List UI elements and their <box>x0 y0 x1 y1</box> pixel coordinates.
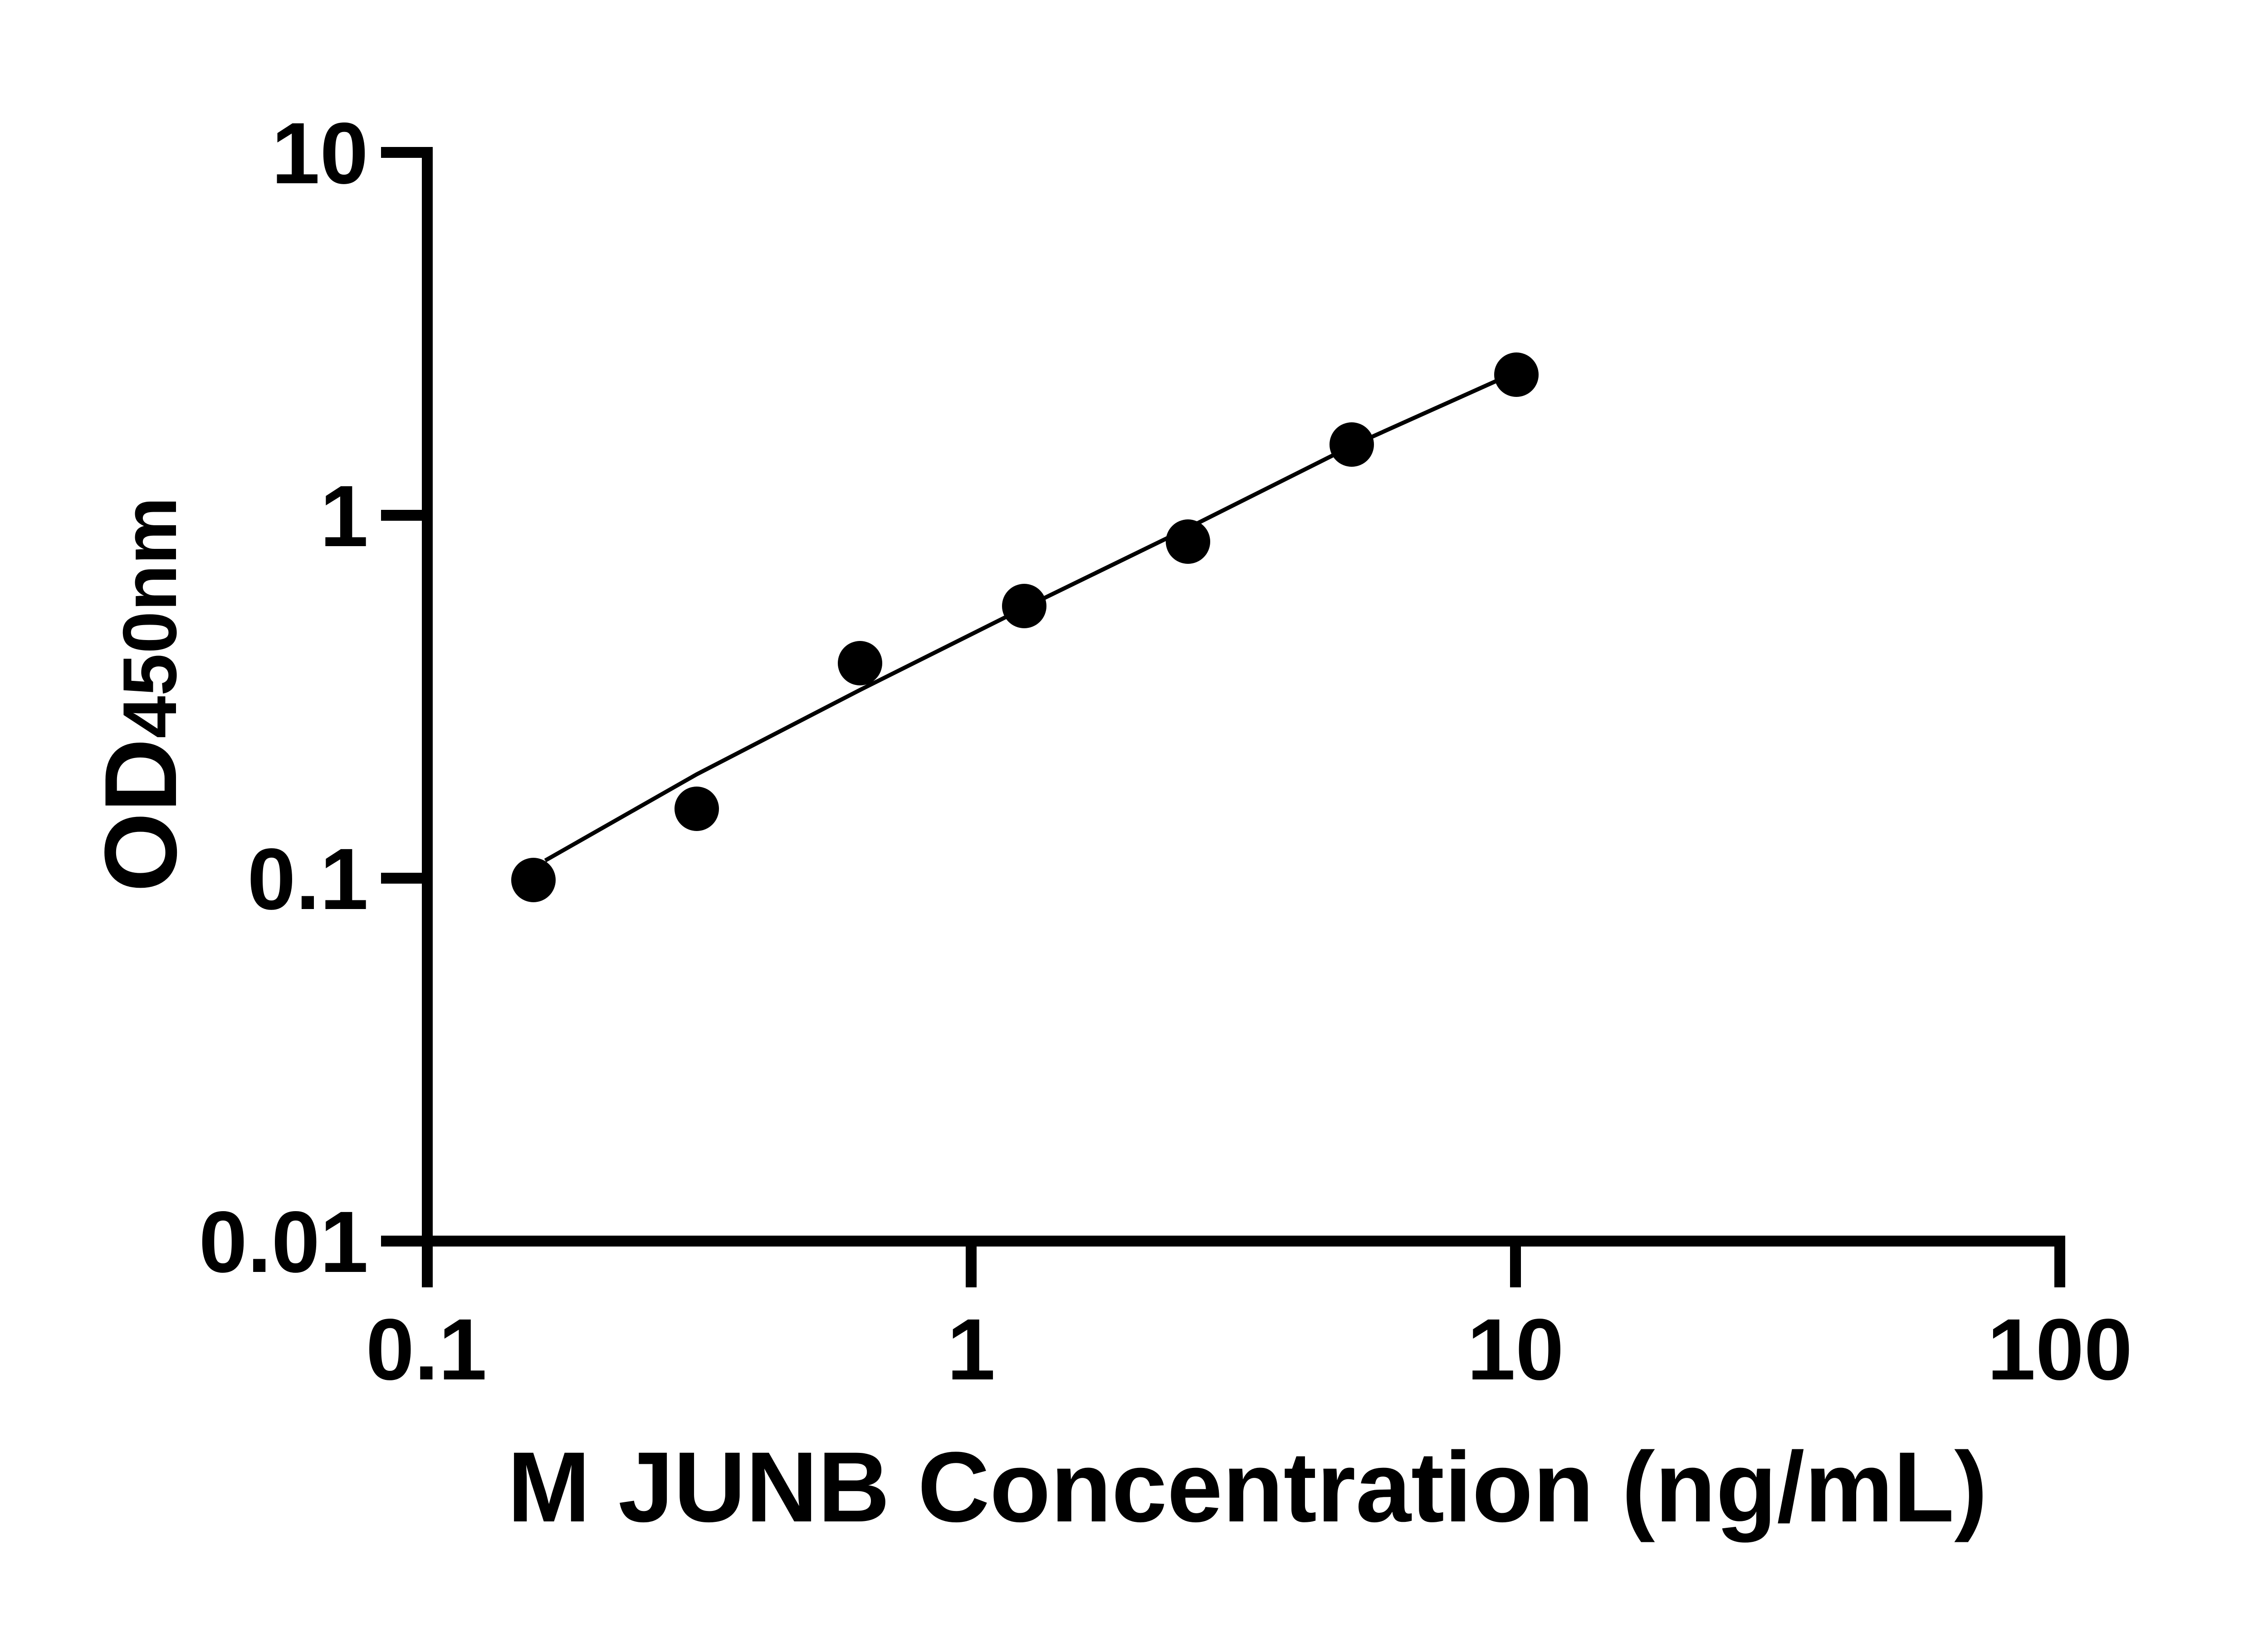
svg-text:0.1: 0.1 <box>366 1301 487 1398</box>
svg-text:M JUNB Concentration (ng/mL): M JUNB Concentration (ng/mL) <box>507 1431 1987 1543</box>
svg-text:10: 10 <box>1467 1301 1564 1398</box>
svg-text:0.1: 0.1 <box>247 830 368 928</box>
svg-text:0.01: 0.01 <box>199 1193 368 1291</box>
svg-text:10: 10 <box>271 104 368 202</box>
svg-text:OD450nm: OD450nm <box>83 497 198 892</box>
svg-text:1: 1 <box>947 1301 996 1398</box>
svg-text:100: 100 <box>1987 1301 2132 1398</box>
svg-text:1: 1 <box>320 467 368 565</box>
